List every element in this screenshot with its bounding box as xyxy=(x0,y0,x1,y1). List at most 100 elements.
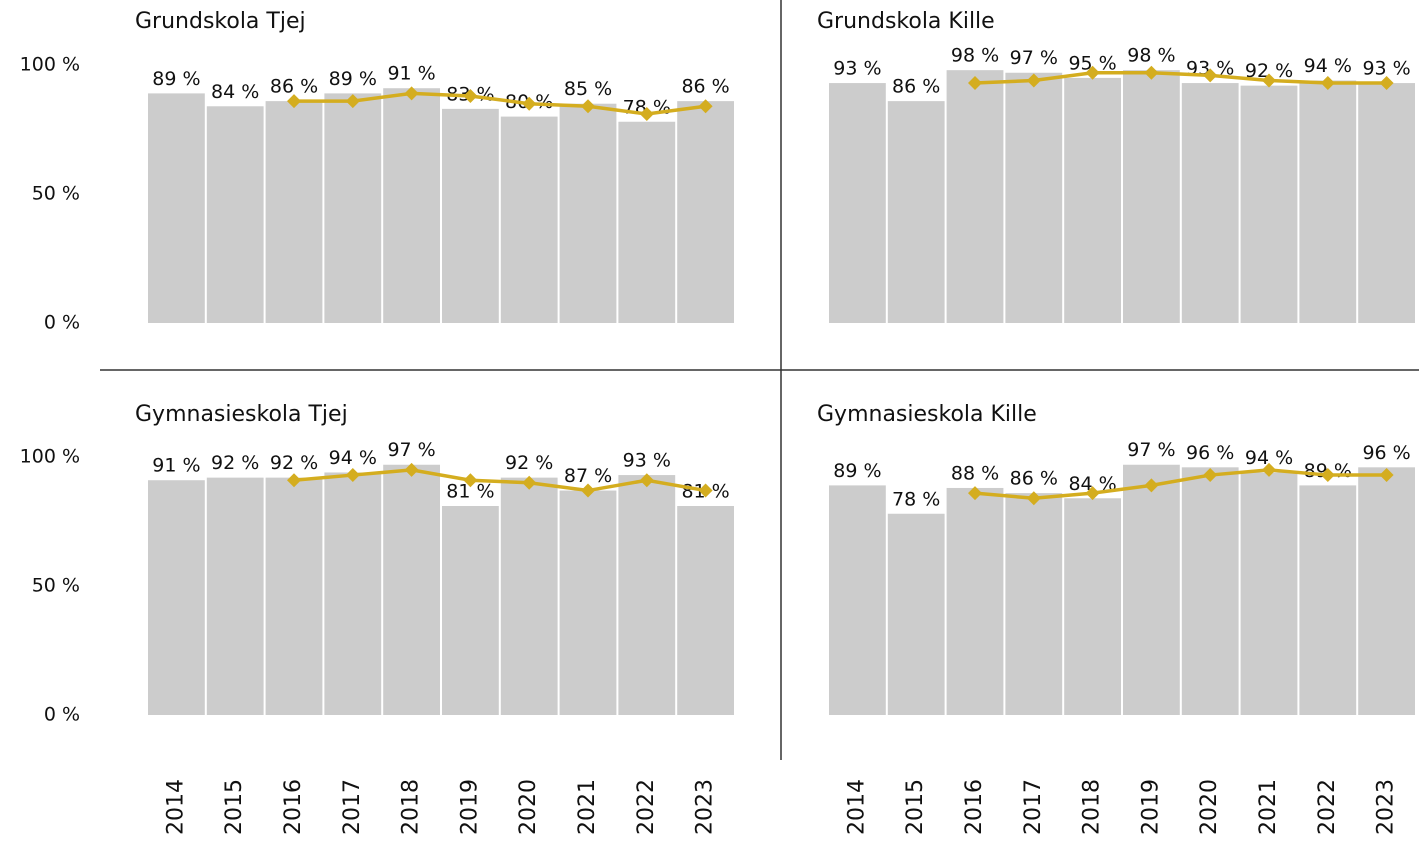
value-label: 89 % xyxy=(833,460,881,482)
bar xyxy=(946,70,1004,323)
value-label: 92 % xyxy=(505,452,553,474)
line-marker xyxy=(698,483,713,498)
value-label: 94 % xyxy=(1304,55,1352,77)
line-marker xyxy=(404,86,419,101)
bar xyxy=(1299,485,1357,715)
line-marker xyxy=(1262,462,1276,477)
x-tick-label: 2018 xyxy=(1080,779,1105,835)
line-marker xyxy=(1144,478,1159,493)
x-tick-label: 2016 xyxy=(281,779,306,835)
value-label: 92 % xyxy=(1245,60,1293,82)
x-tick-label: 2022 xyxy=(1315,779,1340,835)
line-marker xyxy=(1144,65,1159,80)
bar xyxy=(1181,467,1239,715)
line xyxy=(974,70,1387,85)
bar xyxy=(1240,472,1298,715)
value-label: 86 % xyxy=(892,76,940,98)
value-label: 88 % xyxy=(951,462,999,484)
bar xyxy=(148,480,205,715)
bar xyxy=(829,485,886,715)
bar xyxy=(324,93,382,323)
x-tick-label: 2015 xyxy=(222,779,247,835)
y-tick-label: 50 % xyxy=(32,183,80,205)
line-marker xyxy=(1026,73,1041,88)
x-tick-label: 2022 xyxy=(634,779,659,835)
value-label: 97 % xyxy=(387,439,435,461)
bar xyxy=(1240,85,1298,323)
line-marker xyxy=(1320,468,1335,483)
line-marker xyxy=(1320,76,1335,91)
line-marker xyxy=(463,473,478,488)
line-marker xyxy=(463,88,478,103)
value-label: 91 % xyxy=(387,63,435,85)
line-marker xyxy=(1379,468,1394,483)
line-marker xyxy=(1203,68,1218,83)
value-label: 84 % xyxy=(211,81,259,103)
line-marker xyxy=(968,486,982,501)
value-label: 86 % xyxy=(681,76,729,98)
x-tick-label: 2016 xyxy=(962,779,987,835)
line-marker xyxy=(287,473,301,488)
y-tick-label: 100 % xyxy=(20,54,80,76)
line-marker xyxy=(522,96,537,111)
line-marker xyxy=(1262,73,1276,88)
value-label: 97 % xyxy=(1010,47,1058,69)
value-label: 93 % xyxy=(623,450,671,472)
value-label: 93 % xyxy=(833,58,881,80)
value-label: 98 % xyxy=(1127,45,1175,67)
y-tick-label: 50 % xyxy=(32,575,80,597)
line-marker xyxy=(345,468,360,483)
bar xyxy=(559,103,617,323)
bar xyxy=(1181,83,1239,323)
chart-title: Grundskola Tjej xyxy=(135,9,306,34)
line-marker xyxy=(581,99,595,114)
line-marker xyxy=(404,462,419,477)
bar xyxy=(383,464,440,715)
bar xyxy=(265,477,323,715)
value-label: 92 % xyxy=(211,452,259,474)
bar xyxy=(265,101,323,324)
x-tick-label: 2014 xyxy=(844,779,869,835)
value-label: 85 % xyxy=(564,78,612,100)
line-marker xyxy=(345,94,360,109)
bar xyxy=(206,477,264,715)
x-tick-label: 2017 xyxy=(340,779,365,835)
line-marker xyxy=(287,94,301,109)
bar xyxy=(148,93,205,323)
line-marker xyxy=(1026,491,1041,506)
y-tick-label: 0 % xyxy=(44,704,80,726)
value-label: 92 % xyxy=(270,452,318,474)
bar xyxy=(1005,493,1063,715)
line-marker xyxy=(1085,65,1100,80)
bar xyxy=(442,108,499,323)
bar xyxy=(206,106,264,323)
bar xyxy=(500,116,558,323)
line-marker xyxy=(581,483,595,498)
x-tick-label: 2018 xyxy=(399,779,424,835)
line-marker xyxy=(639,473,654,488)
y-tick-label: 0 % xyxy=(44,312,80,334)
line-marker xyxy=(968,76,982,91)
value-label: 89 % xyxy=(329,68,377,90)
bar xyxy=(324,472,382,715)
bar xyxy=(677,101,734,324)
line-marker xyxy=(522,475,537,490)
x-tick-label: 2023 xyxy=(693,779,718,835)
bar xyxy=(500,477,558,715)
chart-title: Gymnasieskola Tjej xyxy=(135,402,348,427)
bar xyxy=(1064,77,1121,324)
line-marker xyxy=(1085,486,1100,501)
value-label: 91 % xyxy=(152,455,200,477)
bar xyxy=(946,487,1004,715)
x-tick-label: 2021 xyxy=(1256,779,1281,835)
x-tick-label: 2017 xyxy=(1021,779,1046,835)
line-marker xyxy=(698,99,713,114)
chart-title: Grundskola Kille xyxy=(817,9,995,34)
bar xyxy=(1358,83,1415,323)
bar xyxy=(1299,80,1357,323)
value-label: 98 % xyxy=(951,45,999,67)
value-label: 93 % xyxy=(1362,58,1410,80)
line-marker xyxy=(639,107,654,122)
value-label: 78 % xyxy=(892,488,940,510)
x-tick-label: 2019 xyxy=(457,779,482,835)
